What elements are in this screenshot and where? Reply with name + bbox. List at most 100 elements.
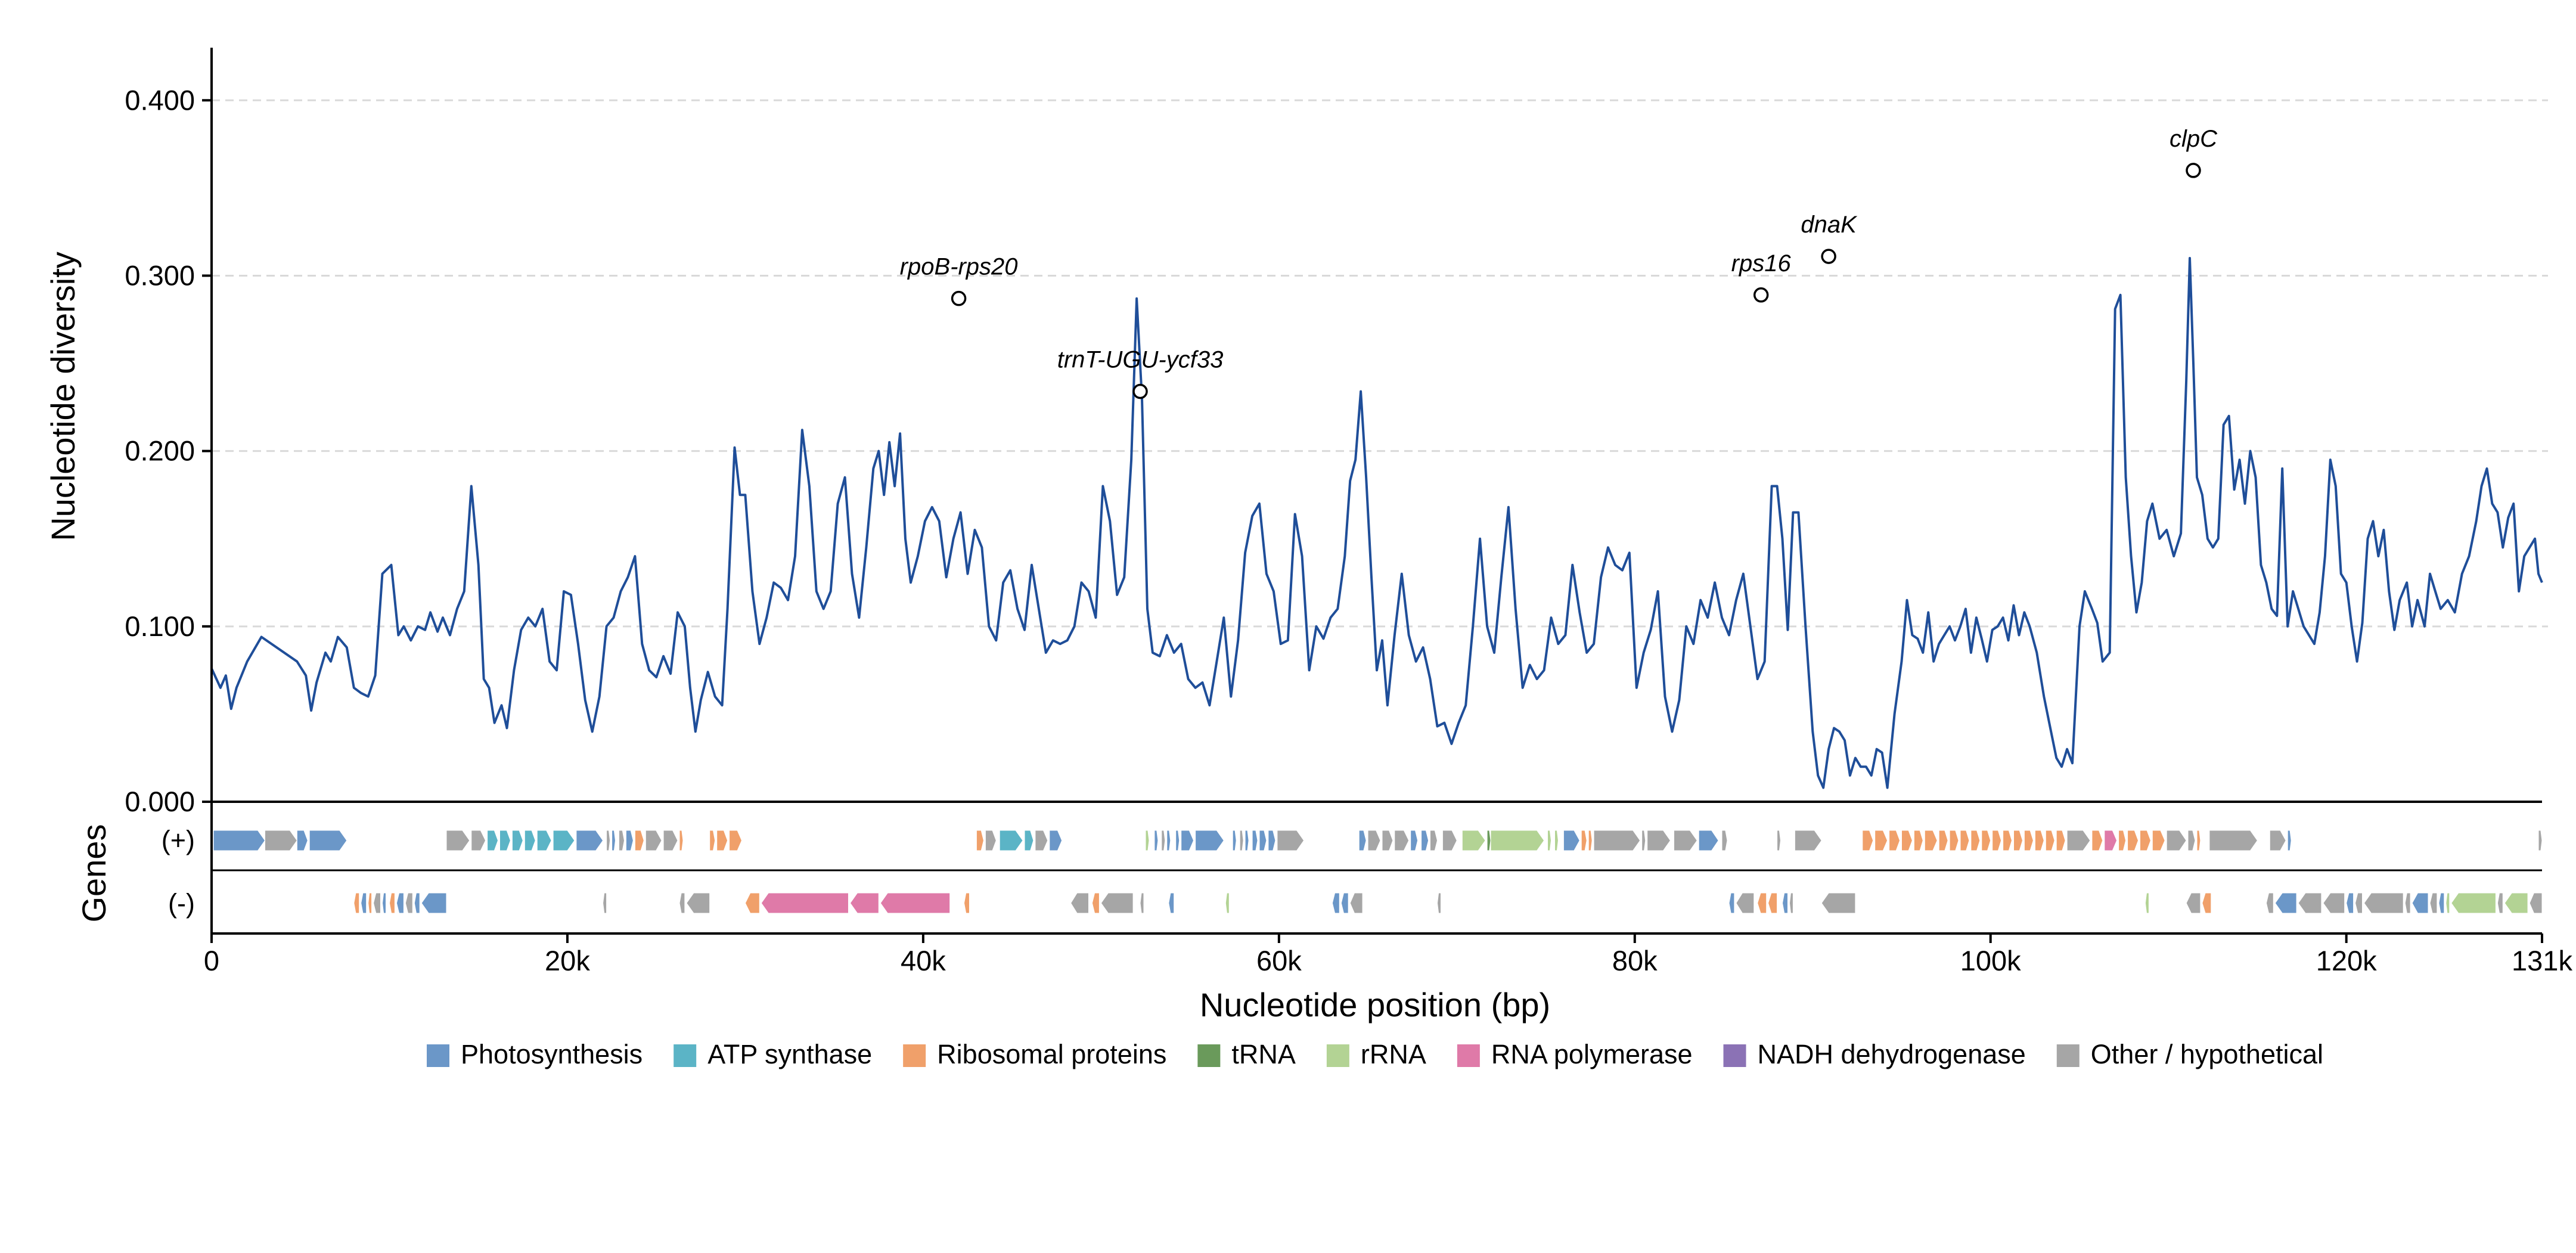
gene-plus-96 xyxy=(2209,830,2258,851)
gene-minus-27 xyxy=(1436,892,1441,914)
gene-plus-48 xyxy=(1410,830,1419,851)
peak-label-0: rpoB-rps20 xyxy=(900,254,1018,280)
gene-minus-21 xyxy=(1140,892,1144,914)
gene-minus-44 xyxy=(2363,892,2404,914)
gene-plus-37 xyxy=(1232,830,1237,851)
gene-plus-21 xyxy=(709,830,716,851)
gene-plus-70 xyxy=(1889,830,1901,851)
gene-plus-18 xyxy=(645,830,662,851)
axes: 0.000 0.100 0.200 0.300 0.400 xyxy=(125,48,2542,817)
gene-plus-13 xyxy=(606,830,611,851)
legend-label-5: RNA polymerase xyxy=(1491,1039,1693,1069)
gene-minus-7 xyxy=(405,892,413,914)
gene-plus-59 xyxy=(1588,830,1593,851)
x-tick-label-6: 120k xyxy=(2316,945,2377,976)
legend-swatch-3 xyxy=(1197,1044,1221,1067)
gene-plus-76 xyxy=(1960,830,1970,851)
y-tick-label-1: 0.100 xyxy=(125,610,195,642)
gene-minus-42 xyxy=(2346,892,2354,914)
gene-plus-81 xyxy=(2013,830,2023,851)
gene-plus-23 xyxy=(729,830,743,851)
gene-plus-65 xyxy=(1721,830,1728,851)
legend-swatch-4 xyxy=(1326,1044,1349,1067)
gene-plus-12 xyxy=(576,830,604,851)
gene-plus-38 xyxy=(1239,830,1244,851)
gene-plus-42 xyxy=(1268,830,1276,851)
gene-plus-47 xyxy=(1394,830,1410,851)
gene-plus-14 xyxy=(612,830,616,851)
gene-plus-97 xyxy=(2269,830,2286,851)
diversity-series xyxy=(210,257,2543,789)
gene-plus-17 xyxy=(634,830,644,851)
gene-plus-3 xyxy=(309,830,347,851)
legend-label-2: Ribosomal proteins xyxy=(937,1039,1166,1069)
gene-plus-73 xyxy=(1924,830,1938,851)
plus-strand-label: (+) xyxy=(162,825,195,855)
gene-plus-77 xyxy=(1970,830,1981,851)
x-tick-label-3: 60k xyxy=(1256,945,1302,976)
gene-minus-9 xyxy=(421,892,447,914)
gene-plus-9 xyxy=(524,830,536,851)
x-tick-label-5: 100k xyxy=(1960,945,2021,976)
gene-plus-11 xyxy=(553,830,575,851)
gene-plus-94 xyxy=(2187,830,2196,851)
gene-minus-52 xyxy=(2504,892,2528,914)
peak-marker-2 xyxy=(1753,287,1769,303)
gene-minus-34 xyxy=(1821,892,1856,914)
gene-minus-45 xyxy=(2404,892,2411,914)
gene-plus-71 xyxy=(1901,830,1913,851)
gene-plus-89 xyxy=(2118,830,2127,851)
x-axis-title: Nucleotide position (bp) xyxy=(1200,986,1550,1024)
gene-minus-18 xyxy=(1070,892,1089,914)
gene-plus-6 xyxy=(487,830,499,851)
legend-swatch-0 xyxy=(427,1044,449,1067)
legend-swatch-7 xyxy=(2056,1044,2080,1067)
gene-plus-33 xyxy=(1166,830,1171,851)
series-line-0 xyxy=(210,257,2543,789)
gene-minus-33 xyxy=(1789,892,1793,914)
gene-minus-25 xyxy=(1340,892,1349,914)
gene-minus-41 xyxy=(2323,892,2345,914)
gene-minus-6 xyxy=(396,892,404,914)
gene-plus-72 xyxy=(1913,830,1923,851)
gene-plus-79 xyxy=(1992,830,2002,851)
x-tick-label-4: 80k xyxy=(1612,945,1658,976)
gene-plus-28 xyxy=(1035,830,1048,851)
gene-plus-93 xyxy=(2166,830,2187,851)
gene-minus-36 xyxy=(2186,892,2201,914)
y-tick-label-0: 0.000 xyxy=(125,786,195,817)
gene-minus-19 xyxy=(1091,892,1100,914)
gene-minus-23 xyxy=(1225,892,1230,914)
gene-minus-30 xyxy=(1757,892,1767,914)
gene-plus-41 xyxy=(1259,830,1267,851)
gene-plus-60 xyxy=(1593,830,1641,851)
gene-plus-84 xyxy=(2045,830,2055,851)
gene-plus-31 xyxy=(1154,830,1159,851)
gene-minus-15 xyxy=(849,892,879,914)
gene-plus-64 xyxy=(1698,830,1719,851)
gene-plus-29 xyxy=(1049,830,1063,851)
gene-minus-53 xyxy=(2529,892,2543,914)
legend-label-0: Photosynthesis xyxy=(461,1039,643,1069)
gene-plus-39 xyxy=(1244,830,1249,851)
gene-minus-26 xyxy=(1349,892,1363,914)
x-tick-label-2: 40k xyxy=(901,945,946,976)
gene-plus-87 xyxy=(2091,830,2103,851)
y-tick-label-4: 0.400 xyxy=(125,84,195,116)
gene-minus-38 xyxy=(2265,892,2274,914)
gene-minus-1 xyxy=(361,892,367,914)
peak-marker-4 xyxy=(2186,163,2201,178)
gene-minus-49 xyxy=(2445,892,2450,914)
gene-minus-3 xyxy=(373,892,381,914)
gene-minus-10 xyxy=(603,892,607,914)
gene-plus-15 xyxy=(619,830,625,851)
x-tick-label-1: 20k xyxy=(545,945,590,976)
gene-minus-32 xyxy=(1782,892,1788,914)
gene-plus-1 xyxy=(265,830,297,851)
legend-swatch-5 xyxy=(1457,1044,1480,1067)
gene-minus-5 xyxy=(389,892,395,914)
gene-plus-83 xyxy=(2034,830,2044,851)
gene-minus-35 xyxy=(2144,892,2149,914)
gene-plus-62 xyxy=(1647,830,1671,851)
